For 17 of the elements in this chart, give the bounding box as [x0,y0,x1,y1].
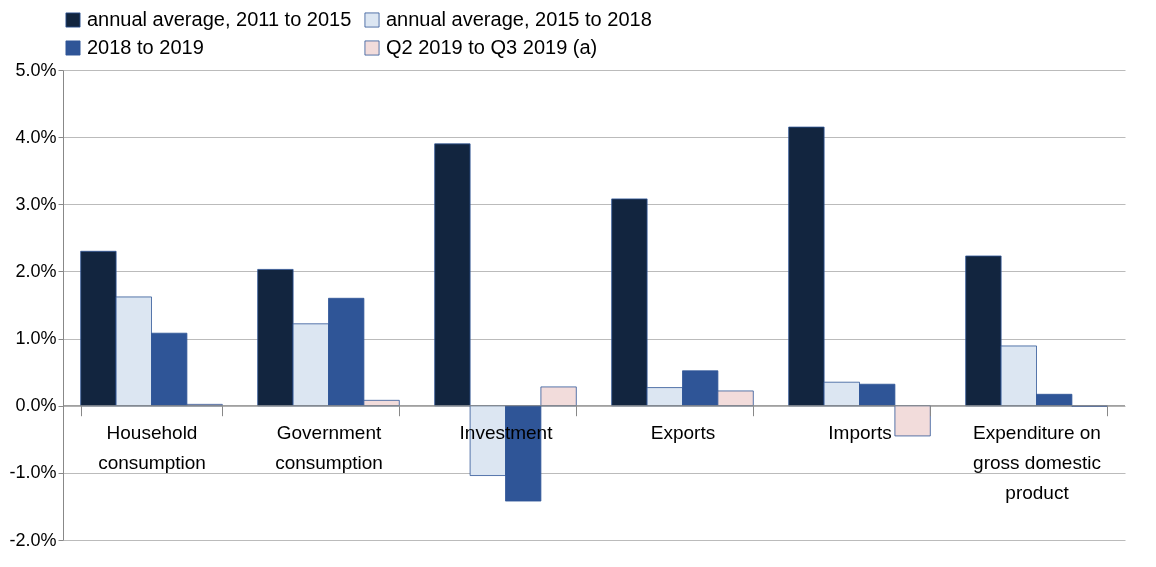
y-tick-label: -1.0% [9,462,57,483]
x-tick-label: Imports [828,422,892,444]
legend-label: annual average, 2015 to 2018 [386,8,652,30]
y-tick-label: 5.0% [15,59,57,80]
y-tick-label: 0.0% [15,395,57,416]
legend-label: 2018 to 2019 [87,36,204,58]
legend-label: Q2 2019 to Q3 2019 (a) [386,36,598,58]
x-tick-label: Expenditure on gross domestic product [973,422,1101,504]
y-tick-label: 1.0% [15,328,57,349]
x-tick-label: Government consumption [275,422,383,474]
y-tick-label: 4.0% [15,126,57,147]
y-tick-label: -2.0% [9,529,57,550]
x-tick-label: Household consumption [98,422,206,474]
legend-label: annual average, 2011 to 2015 [87,8,352,30]
y-tick-label: 2.0% [15,260,57,281]
y-tick-label: 3.0% [15,193,57,214]
x-tick-label: Exports [650,422,716,444]
